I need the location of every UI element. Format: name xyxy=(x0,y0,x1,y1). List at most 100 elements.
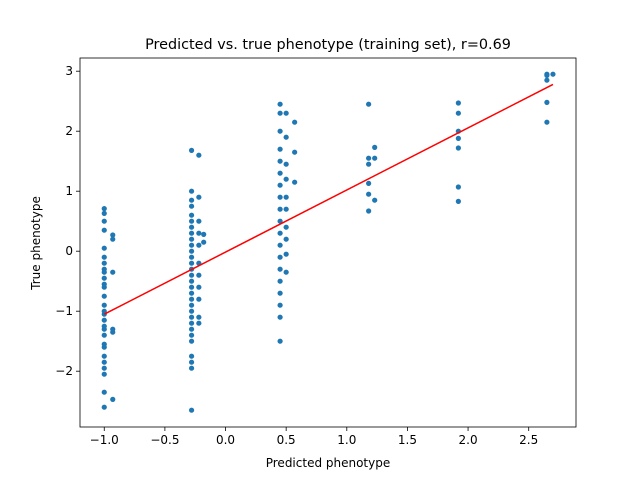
scatter-point xyxy=(366,191,372,197)
scatter-point xyxy=(455,184,461,190)
scatter-point xyxy=(201,239,207,245)
x-axis-label: Predicted phenotype xyxy=(266,456,391,470)
scatter-point xyxy=(188,290,195,296)
scatter-point xyxy=(188,272,195,278)
x-tick-label: 0.5 xyxy=(277,433,296,447)
scatter-point xyxy=(188,224,195,230)
scatter-point xyxy=(277,146,283,152)
scatter-point xyxy=(101,302,107,308)
scatter-point xyxy=(101,210,107,216)
scatter-point xyxy=(101,275,107,281)
y-tick-label: 2 xyxy=(65,124,73,138)
scatter-point xyxy=(196,152,202,158)
scatter-point xyxy=(277,128,283,134)
scatter-point xyxy=(101,323,107,329)
scatter-point xyxy=(196,230,202,236)
x-tick-label: 0.0 xyxy=(216,433,235,447)
scatter-point xyxy=(101,269,107,275)
scatter-point xyxy=(101,245,107,251)
scatter-point xyxy=(188,308,195,314)
scatter-point xyxy=(101,260,107,266)
scatter-point xyxy=(188,326,195,332)
scatter-point xyxy=(277,182,283,188)
scatter-point xyxy=(292,119,298,125)
scatter-point xyxy=(292,179,298,185)
scatter-point xyxy=(188,260,195,266)
x-tick-label: 1.0 xyxy=(337,433,356,447)
scatter-point xyxy=(188,203,195,209)
x-tick-label: −0.5 xyxy=(150,433,179,447)
scatter-point xyxy=(101,353,107,359)
scatter-point xyxy=(188,218,195,224)
scatter-point xyxy=(196,218,202,224)
scatter-point xyxy=(550,71,556,77)
scatter-point xyxy=(196,284,202,290)
scatter-point xyxy=(277,302,283,308)
scatter-point xyxy=(455,198,461,204)
scatter-point xyxy=(277,230,283,236)
scatter-point xyxy=(455,135,461,141)
x-tick-label: −1.0 xyxy=(90,433,119,447)
y-axis-label: True phenotype xyxy=(29,196,43,291)
scatter-point xyxy=(366,180,372,186)
scatter-point xyxy=(277,242,283,248)
y-tick-label: −1 xyxy=(55,304,73,318)
scatter-point xyxy=(196,272,202,278)
scatter-point xyxy=(283,176,289,182)
scatter-point xyxy=(455,145,461,151)
scatter-point xyxy=(366,155,372,161)
scatter-point xyxy=(110,396,116,402)
scatter-point xyxy=(544,72,550,78)
scatter-point xyxy=(544,119,550,125)
scatter-point xyxy=(188,197,195,203)
scatter-point xyxy=(283,134,289,140)
scatter-point xyxy=(101,404,107,410)
scatter-point xyxy=(366,101,372,107)
scatter-point xyxy=(101,284,107,290)
scatter-point xyxy=(101,344,107,350)
scatter-point xyxy=(101,254,107,260)
scatter-point xyxy=(196,320,202,326)
scatter-point xyxy=(283,269,289,275)
scatter-point xyxy=(188,359,195,365)
scatter-point xyxy=(277,170,283,176)
scatter-point xyxy=(188,332,195,338)
scatter-point xyxy=(283,206,289,212)
chart-title: Predicted vs. true phenotype (training s… xyxy=(145,37,511,53)
scatter-point xyxy=(277,194,283,200)
scatter-point xyxy=(188,147,195,153)
scatter-point xyxy=(101,365,107,371)
scatter-point xyxy=(196,194,202,200)
y-tick-label: 0 xyxy=(65,244,73,258)
scatter-point xyxy=(101,206,107,212)
scatter-point xyxy=(110,232,116,238)
scatter-point xyxy=(101,218,107,224)
scatter-point xyxy=(201,231,207,237)
y-tick-label: −2 xyxy=(55,364,73,378)
scatter-point xyxy=(292,149,298,155)
scatter-point xyxy=(188,338,195,344)
scatter-point xyxy=(277,101,283,107)
scatter-point xyxy=(283,251,289,257)
scatter-point xyxy=(188,278,195,284)
scatter-point xyxy=(188,353,195,359)
scatter-point xyxy=(277,158,283,164)
scatter-point xyxy=(372,197,378,203)
scatter-point xyxy=(110,269,116,275)
scatter-point xyxy=(283,194,289,200)
scatter-point xyxy=(101,227,107,233)
scatter-point xyxy=(101,371,107,377)
y-tick-label: 1 xyxy=(65,184,73,198)
scatter-point xyxy=(188,242,195,248)
plot-frame xyxy=(79,57,577,428)
scatter-point xyxy=(283,110,289,116)
scatter-point xyxy=(277,218,283,224)
x-tick-label: 2.5 xyxy=(519,433,538,447)
x-tick-label: 1.5 xyxy=(398,433,417,447)
scatter-point xyxy=(277,338,283,344)
scatter-point xyxy=(196,314,202,320)
scatter-point xyxy=(372,155,378,161)
scatter-point xyxy=(544,99,550,105)
scatter-point xyxy=(101,332,107,338)
